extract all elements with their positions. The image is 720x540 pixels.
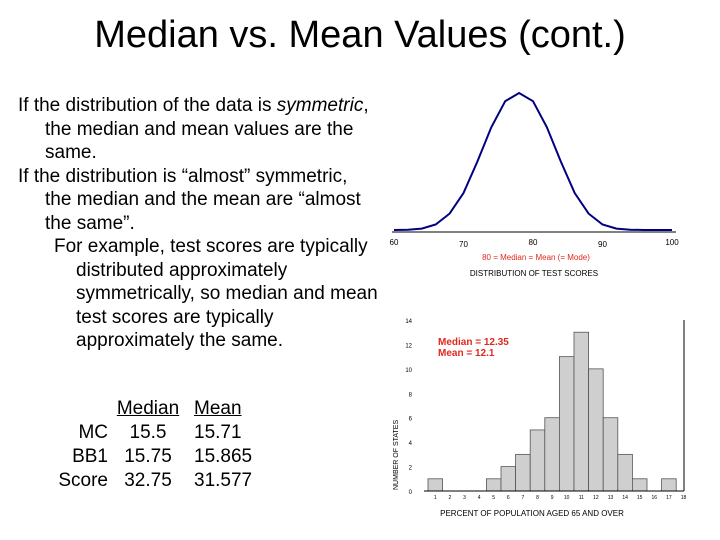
hist-ytick-label: 6: [409, 417, 413, 423]
header-median: Median: [116, 398, 180, 419]
curve-tick-label: 80: [529, 238, 538, 247]
row-mean: 15.865: [194, 446, 253, 467]
hist-xtick-label: 15: [637, 495, 643, 501]
curve-tick-label: 60: [390, 238, 399, 247]
hist-ytick-label: 8: [409, 392, 413, 398]
row-median: 15.75: [124, 446, 172, 467]
hist-xtick-label: 3: [463, 495, 466, 501]
curve-tick-label: 100: [665, 238, 679, 247]
hist-bar: [588, 368, 604, 492]
hist-ytick-label: 10: [405, 368, 412, 374]
paragraph-symmetric: If the distribution of the data is symme…: [18, 94, 378, 165]
hist-ytick-label: 2: [409, 466, 413, 472]
curve-xlabel: DISTRIBUTION OF TEST SCORES: [470, 269, 598, 278]
hist-xtick-label: 1: [434, 495, 437, 501]
hist-xtick-label: 10: [564, 495, 570, 501]
hist-ytick-label: 4: [409, 441, 413, 447]
curve-line: [393, 91, 672, 231]
table-row: BB1 15.75 15.865: [40, 445, 264, 469]
hist-bar: [602, 417, 619, 492]
p1-pre: If the distribution of the data is: [18, 95, 277, 116]
paragraph-almost-symmetric: If the distribution is “almost” symmetri…: [18, 165, 361, 234]
row-label: Score: [58, 470, 108, 491]
hist-ytick-label: 12: [405, 343, 412, 349]
hist-xtick-label: 2: [449, 495, 452, 501]
table-row: MC 15.5 15.71: [40, 421, 264, 445]
hist-xtick-label: 18: [681, 495, 687, 501]
row-median: 15.5: [129, 422, 167, 443]
body-text: If the distribution of the data is symme…: [18, 94, 378, 353]
row-mean: 31.577: [194, 470, 253, 491]
hist-xtick-label: 9: [551, 495, 554, 501]
row-label: MC: [78, 422, 108, 443]
hist-xtick-label: 4: [478, 495, 481, 501]
hist-bar: [559, 356, 575, 492]
hist-xtick-label: 12: [593, 495, 599, 501]
hist-xtick-label: 6: [507, 495, 510, 501]
curve-tick-label: 70: [459, 240, 468, 249]
hist-bar: [617, 453, 633, 492]
hist-xtick-label: 17: [666, 495, 672, 501]
hist-bar: [427, 478, 444, 492]
hist-bar: [500, 466, 517, 492]
hist-bar: [573, 331, 590, 492]
row-median: 32.75: [124, 470, 172, 491]
hist-annotation-mean: Mean = 12.1: [438, 348, 495, 359]
curve-tick-label: 90: [598, 240, 607, 249]
hist-ytick-label: 14: [405, 319, 412, 325]
hist-ytick-label: 0: [409, 490, 413, 496]
hist-ylabel: NUMBER OF STATES: [393, 420, 400, 490]
hist-xtick-label: 7: [522, 495, 525, 501]
hist-xtick-label: 11: [579, 495, 584, 501]
table-row: Score 32.75 31.577: [40, 469, 264, 493]
values-table: Median Mean MC 15.5 15.71 BB1 15.75 15.8…: [40, 397, 264, 493]
header-mean: Mean: [194, 398, 242, 419]
curve-annotation: 80 = Median = Mean (= Mode): [482, 253, 590, 262]
hist-xtick-label: 16: [652, 495, 658, 501]
row-mean: 15.71: [194, 422, 242, 443]
hist-bar: [661, 478, 677, 492]
hist-bar: [544, 417, 560, 492]
hist-xtick-label: 5: [492, 495, 495, 501]
row-label: BB1: [72, 446, 108, 467]
hist-xtick-label: 14: [622, 495, 628, 501]
hist-xtick-label: 13: [608, 495, 614, 501]
hist-bar: [515, 453, 531, 492]
hist-xtick-label: 8: [536, 495, 539, 501]
table-header-row: Median Mean: [40, 397, 264, 421]
hist-bar: [485, 478, 502, 492]
p1-em: symmetric: [276, 95, 364, 116]
paragraph-example: For example, test scores are typically d…: [54, 236, 378, 351]
hist-bar: [529, 429, 546, 492]
hist-annotation-median: Median = 12.35: [438, 337, 509, 348]
hist-xlabel: PERCENT OF POPULATION AGED 65 AND OVER: [440, 509, 624, 518]
p1-post: , the median and mean values are the sam…: [45, 95, 369, 163]
slide-title: Median vs. Mean Values (cont.): [94, 14, 626, 56]
hist-bar: [632, 478, 648, 492]
